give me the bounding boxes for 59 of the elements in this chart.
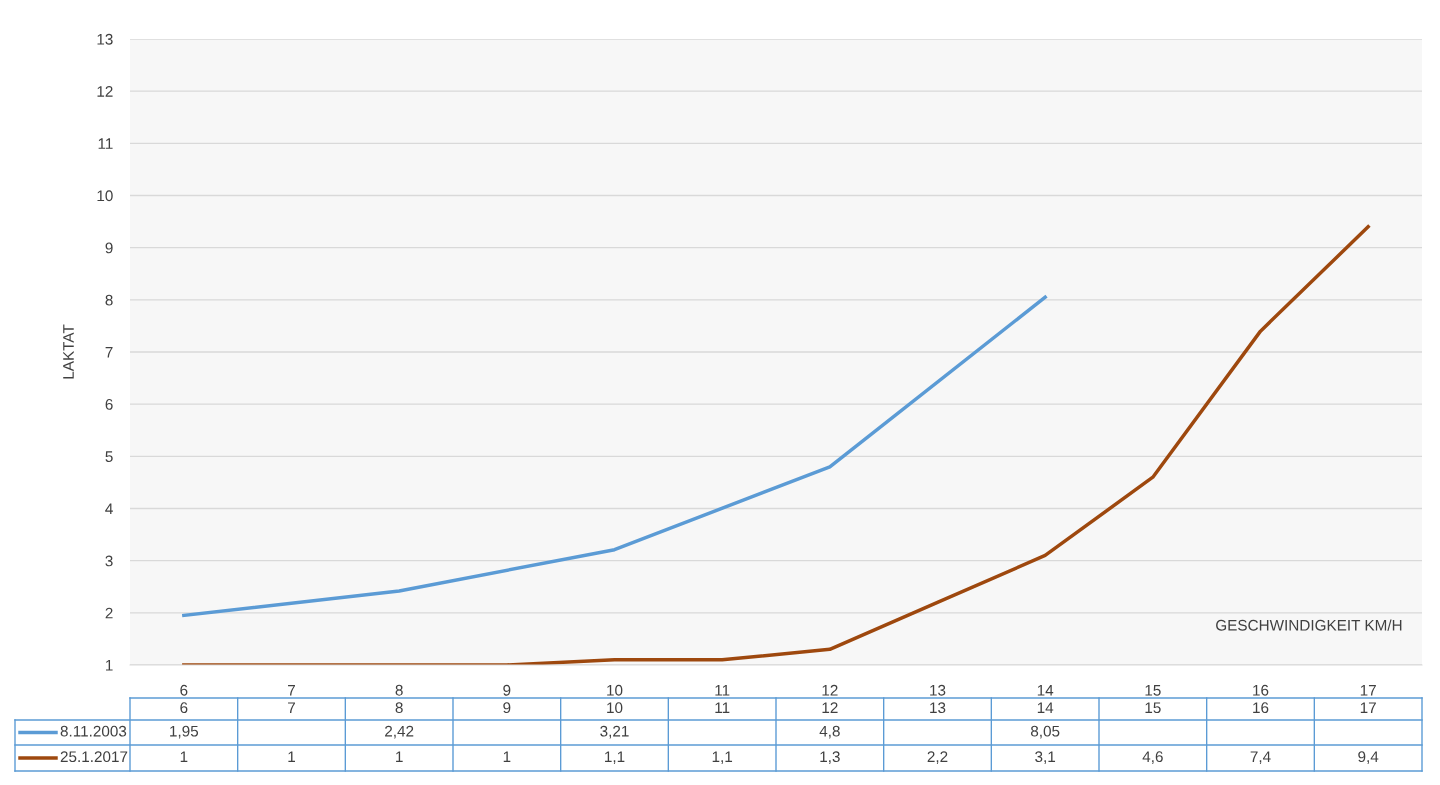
x-tick-label: 8	[395, 684, 403, 696]
category-label: 9	[503, 702, 511, 714]
category-label: 11	[715, 702, 730, 713]
x-tick-label: 17	[1360, 685, 1376, 696]
category-label: 6	[180, 702, 188, 714]
data-label: 1,1	[712, 751, 733, 764]
category-label: 7	[288, 702, 295, 713]
category-label: 17	[1360, 702, 1376, 713]
legend-label: 25.1.2017	[60, 751, 128, 763]
y-tick-label: 6	[105, 399, 113, 410]
x-tick-label: 6	[180, 684, 188, 696]
data-label: 1,95	[170, 725, 199, 739]
data-label: 1	[396, 751, 403, 762]
x-tick-label: 13	[930, 684, 946, 696]
y-tick-label: 8	[105, 294, 113, 306]
category-label: 12	[822, 702, 838, 713]
data-label: 1	[288, 751, 295, 762]
line-series	[182, 295, 1047, 618]
y-tick-label: 7	[105, 347, 113, 358]
category-label: 16	[1253, 702, 1269, 714]
data-label: 7,4	[1250, 751, 1271, 764]
x-axis-title: GESCHWINDIGKEIT KM/H	[1216, 619, 1402, 631]
data-label: 1	[180, 751, 188, 762]
y-tick-label: 10	[97, 190, 113, 202]
x-tick-label: 7	[288, 685, 295, 696]
data-label: 4,8	[819, 725, 840, 739]
category-label: 13	[930, 702, 946, 714]
data-label: 1	[503, 751, 511, 762]
y-tick-label: 2	[105, 607, 113, 619]
category-label: 8	[395, 702, 403, 714]
y-tick-label: 11	[98, 138, 113, 149]
x-tick-label: 9	[503, 684, 511, 696]
data-label: 2,2	[927, 751, 948, 764]
category-label: 10	[607, 702, 623, 714]
data-label: 9,4	[1358, 751, 1379, 764]
y-tick-label: 12	[97, 86, 113, 97]
x-tick-label: 12	[822, 684, 838, 696]
data-label: 8,05	[1030, 725, 1060, 739]
y-tick-label: 9	[105, 242, 113, 254]
y-tick-label: 5	[105, 451, 113, 463]
data-label: 2,42	[385, 725, 414, 739]
y-tick-label: 3	[105, 555, 113, 567]
data-label: 4,6	[1142, 751, 1163, 764]
y-tick-label: 4	[105, 503, 113, 515]
x-tick-label: 10	[607, 684, 623, 696]
y-axis-title: LAKTAT	[63, 324, 74, 379]
legend-label: 8.11.2003	[60, 725, 127, 737]
category-label: 15	[1145, 702, 1161, 714]
data-label: 3,21	[600, 725, 629, 739]
x-tick-label: 11	[715, 685, 730, 696]
y-tick-label: 13	[97, 33, 113, 45]
data-label: 1,3	[820, 751, 840, 764]
y-tick-label: 1	[106, 660, 113, 671]
x-tick-label: 16	[1253, 684, 1269, 696]
data-label: 3,1	[1035, 751, 1056, 764]
x-tick-label: 15	[1145, 685, 1161, 696]
x-tick-label: 14	[1037, 685, 1054, 696]
data-label: 1,1	[605, 751, 625, 764]
category-label: 14	[1037, 702, 1054, 713]
